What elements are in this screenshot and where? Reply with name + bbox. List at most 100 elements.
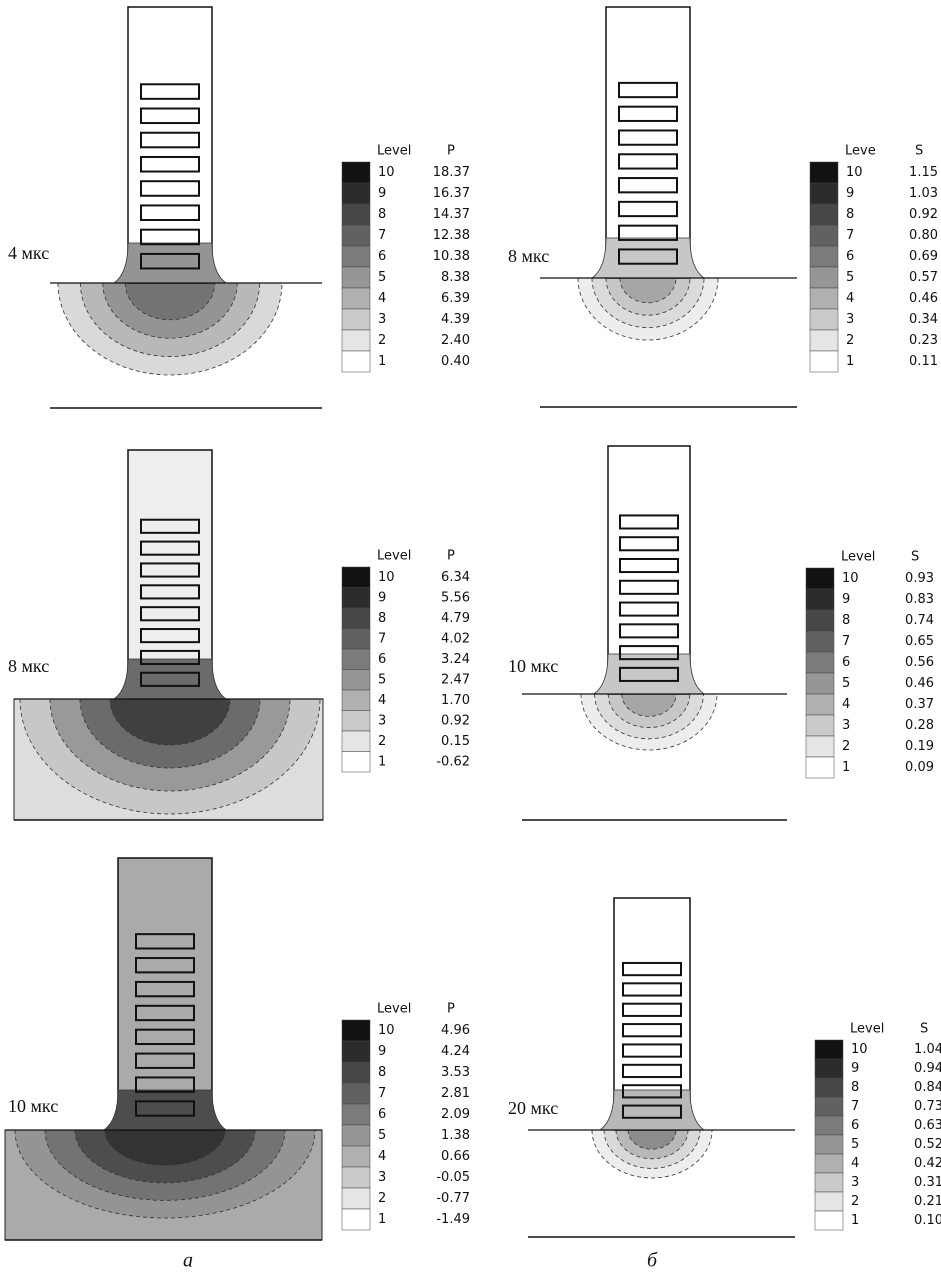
legend-level: 3 bbox=[846, 312, 854, 327]
legend-swatch bbox=[815, 1192, 843, 1211]
legend-level: 5 bbox=[378, 1128, 386, 1143]
legend-level: 8 bbox=[851, 1080, 859, 1095]
legend-level: 5 bbox=[842, 676, 850, 691]
time-label: 10 мкс bbox=[508, 656, 558, 676]
legend-swatch bbox=[342, 225, 370, 246]
legend-level: 10 bbox=[842, 571, 859, 586]
legend-value: 1.70 bbox=[441, 693, 470, 708]
legend-swatch bbox=[815, 1078, 843, 1097]
legend-value: 0.93 bbox=[905, 571, 934, 586]
legend-value: 0.34 bbox=[909, 312, 938, 327]
legend-level: 8 bbox=[378, 207, 386, 222]
legend-swatch bbox=[810, 309, 838, 330]
legend-value: 18.37 bbox=[433, 165, 470, 180]
legend-value: 4.24 bbox=[441, 1044, 470, 1059]
legend-swatch bbox=[342, 1125, 370, 1146]
legend-value: 0.94 bbox=[914, 1061, 941, 1076]
legend-value: 0.73 bbox=[914, 1099, 941, 1114]
legend-value: 5.56 bbox=[441, 590, 470, 605]
tower-base bbox=[600, 1090, 704, 1130]
legend-level: 3 bbox=[842, 718, 850, 733]
legend-level: 7 bbox=[846, 228, 854, 243]
legend-swatch bbox=[815, 1116, 843, 1135]
legend-level: 7 bbox=[851, 1099, 859, 1114]
legend-header: Level bbox=[377, 144, 411, 159]
legend-value: 4.79 bbox=[441, 611, 470, 626]
legend-level: 1 bbox=[378, 754, 386, 769]
legend-swatch bbox=[342, 752, 370, 773]
legend-level: 5 bbox=[378, 672, 386, 687]
legend-swatch bbox=[342, 330, 370, 351]
legend-value: 0.57 bbox=[909, 270, 938, 285]
legend-swatch bbox=[810, 267, 838, 288]
legend-value: 6.34 bbox=[441, 570, 470, 585]
legend-level: 1 bbox=[378, 354, 386, 369]
legend-quantity: P bbox=[447, 144, 455, 159]
legend-swatch bbox=[342, 246, 370, 267]
legend-value: -1.49 bbox=[436, 1212, 470, 1227]
legend-value: 0.11 bbox=[909, 354, 938, 369]
legend-swatch bbox=[810, 288, 838, 309]
legend-value: 0.65 bbox=[905, 634, 934, 649]
legend-value: 0.56 bbox=[905, 655, 934, 670]
legend-level: 3 bbox=[378, 1170, 386, 1185]
legend-swatch bbox=[810, 204, 838, 225]
legend-swatch bbox=[810, 246, 838, 267]
legend-quantity: S bbox=[911, 550, 919, 565]
legend-level: 8 bbox=[846, 207, 854, 222]
legend-header: Level bbox=[377, 549, 411, 564]
legend-swatch bbox=[342, 1104, 370, 1125]
legend-value: -0.62 bbox=[436, 754, 470, 769]
legend-value: 0.15 bbox=[441, 734, 470, 749]
legend-value: 0.69 bbox=[909, 249, 938, 264]
legend-header: Leve bbox=[845, 144, 876, 159]
legend-value: 1.15 bbox=[909, 165, 938, 180]
legend-quantity: P bbox=[447, 1002, 455, 1017]
time-label: 20 мкс bbox=[508, 1098, 558, 1118]
legend-swatch bbox=[806, 694, 834, 715]
legend-swatch bbox=[815, 1097, 843, 1116]
legend-swatch bbox=[806, 715, 834, 736]
legend-level: 4 bbox=[851, 1156, 859, 1171]
legend-swatch bbox=[342, 351, 370, 372]
legend-quantity: S bbox=[920, 1022, 928, 1037]
tower bbox=[118, 858, 212, 1130]
legend-value: 1.38 bbox=[441, 1128, 470, 1143]
legend-level: 7 bbox=[842, 634, 850, 649]
legend-value: 4.39 bbox=[441, 312, 470, 327]
legend-header: Level bbox=[850, 1022, 884, 1037]
legend-swatch bbox=[342, 162, 370, 183]
legend-value: 0.10 bbox=[914, 1213, 941, 1228]
legend-level: 4 bbox=[378, 1149, 386, 1164]
legend-level: 4 bbox=[378, 693, 386, 708]
legend-swatch bbox=[342, 183, 370, 204]
legend-value: 0.92 bbox=[909, 207, 938, 222]
legend-level: 2 bbox=[851, 1194, 859, 1209]
legend-swatch bbox=[815, 1154, 843, 1173]
legend-level: 10 bbox=[378, 570, 395, 585]
legend-value: 0.46 bbox=[909, 291, 938, 306]
legend-value: 4.96 bbox=[441, 1023, 470, 1038]
legend-value: 2.81 bbox=[441, 1086, 470, 1101]
legend-value: 0.09 bbox=[905, 760, 934, 775]
legend-value: 10.38 bbox=[433, 249, 470, 264]
legend-level: 9 bbox=[378, 186, 386, 201]
legend-quantity: P bbox=[447, 549, 455, 564]
legend-value: 0.46 bbox=[905, 676, 934, 691]
legend-level: 4 bbox=[378, 291, 386, 306]
time-label: 8 мкс bbox=[508, 246, 549, 266]
legend-level: 9 bbox=[842, 592, 850, 607]
legend-swatch bbox=[815, 1135, 843, 1154]
legend-swatch bbox=[342, 690, 370, 711]
legend-value: 2.09 bbox=[441, 1107, 470, 1122]
legend-swatch bbox=[810, 162, 838, 183]
legend-value: 0.80 bbox=[909, 228, 938, 243]
legend-value: 2.47 bbox=[441, 672, 470, 687]
legend-level: 2 bbox=[846, 333, 854, 348]
legend-swatch bbox=[342, 267, 370, 288]
legend-swatch bbox=[342, 670, 370, 691]
legend-header: Level bbox=[377, 1002, 411, 1017]
legend-level: 3 bbox=[851, 1175, 859, 1190]
legend-level: 1 bbox=[842, 760, 850, 775]
legend-swatch bbox=[342, 731, 370, 752]
